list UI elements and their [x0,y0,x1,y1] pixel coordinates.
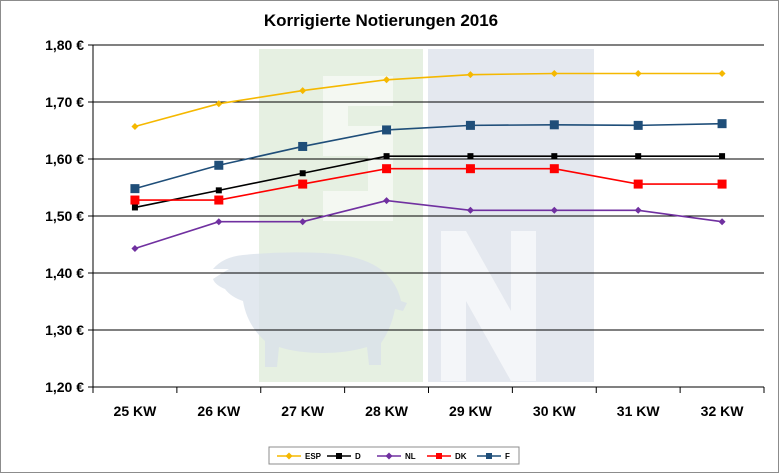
data-point-esp [383,76,391,84]
data-point-dk [298,179,308,189]
data-point-d [467,153,474,160]
chart-title: Korrigierte Notierungen 2016 [264,11,498,30]
series-line-dk [134,167,723,201]
data-point-dk [633,179,643,189]
data-point-esp [550,70,558,77]
data-point-nl [131,244,139,252]
data-point-esp [215,100,223,108]
data-point-d [551,153,558,160]
data-point-f [382,125,392,135]
data-point-dk [214,195,224,205]
series-line-nl [134,199,723,250]
data-point-nl [550,206,558,214]
data-point-nl [634,206,642,214]
x-tick-label: 27 KW [281,403,325,419]
series-line-f [134,122,723,190]
legend-marker-esp [285,452,293,460]
data-point-f [717,119,727,129]
legend: ESP D NL DK F [268,446,520,465]
data-point-f [465,120,475,130]
series-layer [130,70,727,252]
legend-marker-f [486,453,492,459]
legend-marker-dk [436,453,442,459]
data-point-nl [215,218,223,226]
legend-label-nl: NL [405,452,416,461]
y-tick-label: 1,50 € [45,208,84,224]
data-point-nl [383,197,391,205]
y-tick-label: 1,20 € [45,379,84,395]
x-tick-label: 32 KW [701,403,745,419]
data-point-dk [549,164,559,174]
data-point-dk [130,195,140,205]
x-tick-label: 25 KW [114,403,158,419]
data-point-dk [382,164,392,174]
data-point-d [299,170,306,177]
data-point-esp [131,123,139,131]
y-tick-label: 1,60 € [45,151,84,167]
y-tick-label: 1,80 € [45,37,84,53]
data-point-nl [299,218,307,226]
data-point-dk [717,179,727,189]
legend-marker-d [336,453,342,459]
data-point-f [130,184,140,194]
data-point-f [549,120,559,130]
legend-label-dk: DK [455,452,467,461]
data-point-d [383,153,390,160]
data-point-f [633,120,643,130]
data-point-nl [466,206,474,214]
y-tick-label: 1,40 € [45,265,84,281]
grid-layer [88,44,764,388]
y-tick-label: 1,30 € [45,322,84,338]
x-tick-label: 28 KW [365,403,409,419]
x-tick-label: 30 KW [533,403,577,419]
data-point-d [719,153,726,160]
legend-marker-nl [385,452,393,460]
y-tick-label: 1,70 € [45,94,84,110]
series-line-d [134,155,723,209]
data-point-esp [718,70,726,77]
x-tick-label: 31 KW [617,403,661,419]
legend-label-d: D [355,452,361,461]
data-point-esp [299,87,307,95]
x-tick-label: 26 KW [197,403,241,419]
data-point-esp [634,70,642,77]
data-point-f [214,160,224,170]
data-point-d [215,187,222,194]
legend-label-f: F [505,452,510,461]
axis-layer: 1,20 € 1,30 € 1,40 € 1,50 € 1,60 € 1,70 € 1,80… [45,37,765,419]
legend-label-esp: ESP [305,452,322,461]
data-point-dk [465,164,475,174]
data-point-f [298,141,308,151]
x-tick-label: 29 KW [449,403,493,419]
data-point-nl [718,218,726,226]
data-point-d [635,153,642,160]
series-line-esp [134,72,723,128]
data-point-d [131,204,138,211]
data-point-esp [466,71,474,79]
